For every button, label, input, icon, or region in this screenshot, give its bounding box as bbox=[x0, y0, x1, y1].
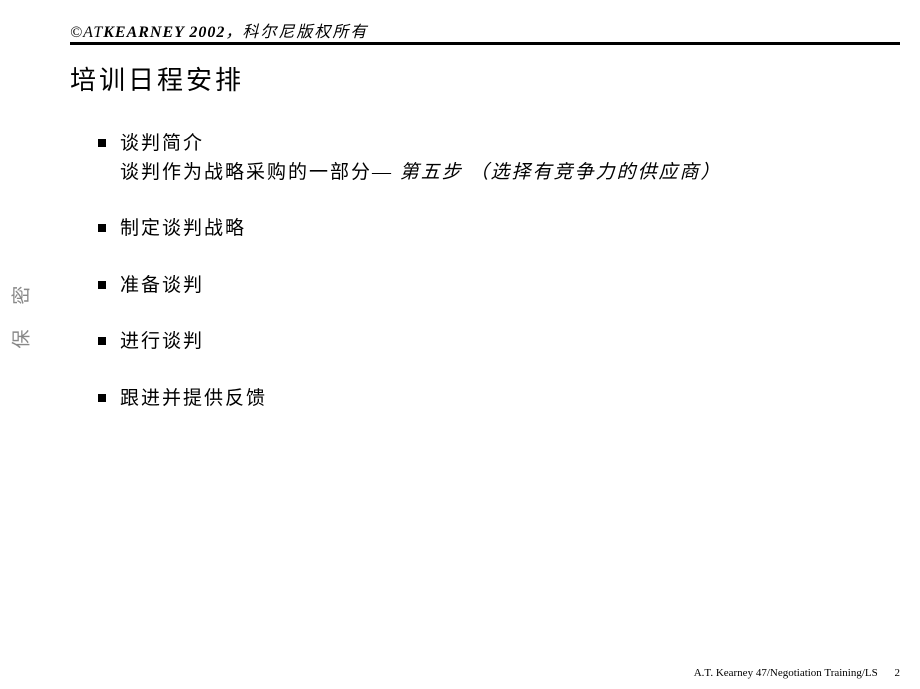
list-item: 跟进并提供反馈 bbox=[98, 385, 860, 414]
separator-comma: ， bbox=[225, 24, 242, 41]
slide-title: 培训日程安排 bbox=[70, 60, 244, 97]
item-text-line1: 准备谈判 bbox=[120, 272, 204, 301]
header-copyright: ©ATKEARNEY 2002，科尔尼版权所有 bbox=[70, 18, 900, 42]
list-item-content: 谈判简介 谈判作为战略采购的一部分— 第五步 （选择有竞争力的供应商） bbox=[120, 130, 722, 187]
brand-name: KEARNEY bbox=[103, 24, 184, 41]
bullet-icon bbox=[98, 281, 106, 289]
list-item-content: 准备谈判 bbox=[120, 272, 204, 301]
copyright-symbol: © bbox=[70, 24, 83, 41]
copyright-text: 科尔尼版权所有 bbox=[242, 24, 368, 41]
copyright-year: 2002 bbox=[184, 24, 225, 41]
bullet-icon bbox=[98, 337, 106, 345]
list-item-content: 跟进并提供反馈 bbox=[120, 385, 267, 414]
item-text-normal: 谈判作为战略采购的一部分— bbox=[120, 162, 400, 183]
slide-footer: A.T. Kearney 47/Negotiation Training/LS … bbox=[694, 667, 900, 679]
item-text-line1: 跟进并提供反馈 bbox=[120, 385, 267, 414]
confidential-label: 保 密 bbox=[7, 276, 34, 349]
bullet-icon bbox=[98, 139, 106, 147]
list-item: 进行谈判 bbox=[98, 328, 860, 357]
footer-text: A.T. Kearney 47/Negotiation Training/LS bbox=[694, 667, 878, 679]
list-item-content: 制定谈判战略 bbox=[120, 215, 246, 244]
list-item: 制定谈判战略 bbox=[98, 215, 860, 244]
list-item: 准备谈判 bbox=[98, 272, 860, 301]
bullet-icon bbox=[98, 394, 106, 402]
item-text-italic: 第五步 （选择有竞争力的供应商） bbox=[400, 162, 722, 183]
item-text-line2: 谈判作为战略采购的一部分— 第五步 （选择有竞争力的供应商） bbox=[120, 159, 722, 188]
brand-prefix: AT bbox=[83, 24, 103, 41]
list-item-content: 进行谈判 bbox=[120, 328, 204, 357]
header-divider bbox=[70, 42, 900, 45]
agenda-list: 谈判简介 谈判作为战略采购的一部分— 第五步 （选择有竞争力的供应商） 制定谈判… bbox=[98, 130, 860, 441]
item-text-line1: 进行谈判 bbox=[120, 328, 204, 357]
bullet-icon bbox=[98, 224, 106, 232]
item-text-line1: 制定谈判战略 bbox=[120, 215, 246, 244]
list-item: 谈判简介 谈判作为战略采购的一部分— 第五步 （选择有竞争力的供应商） bbox=[98, 130, 860, 187]
page-number: 2 bbox=[895, 667, 901, 679]
item-text-line1: 谈判简介 bbox=[120, 130, 722, 159]
